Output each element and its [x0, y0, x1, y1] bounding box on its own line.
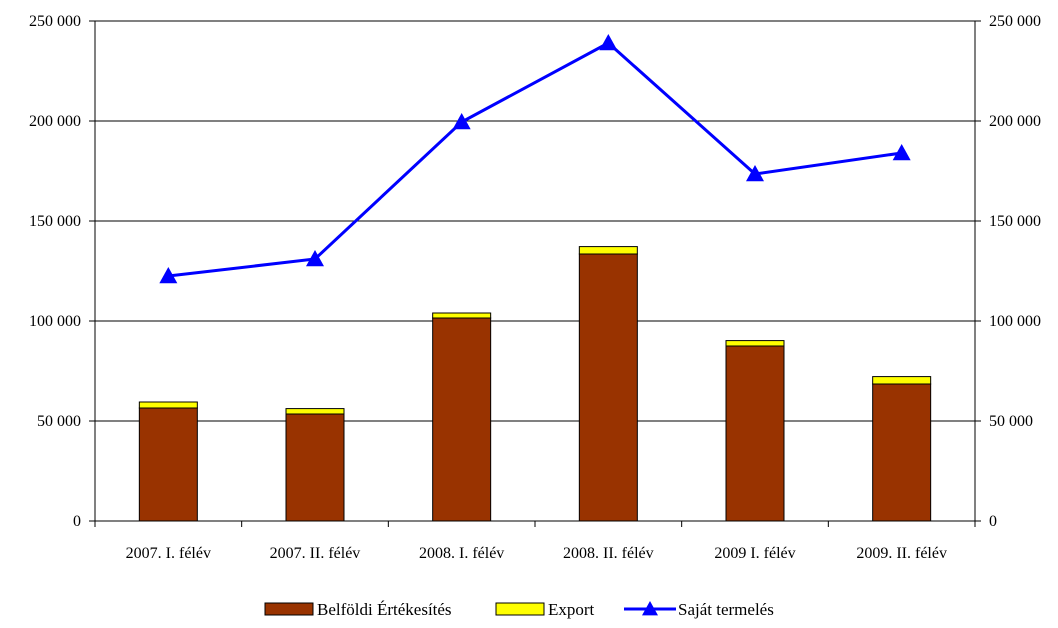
line-own-production	[168, 41, 902, 278]
axes-layer	[89, 20, 981, 527]
line-point-marker	[159, 267, 178, 284]
y-tick-label: 150 000	[29, 213, 81, 230]
bar-export	[138, 401, 198, 409]
x-tick-label: 2007. II. félév	[270, 545, 361, 562]
x-tick-label: 2008. II. félév	[563, 545, 654, 562]
legend-swatch-export	[495, 602, 545, 616]
bar-domestic-sales	[138, 407, 198, 522]
legend-label-own-production: Saját termelés	[678, 600, 774, 619]
bar-domestic-sales	[578, 253, 638, 522]
y2-tick-label: 150 000	[989, 213, 1041, 230]
y-tick-label: 200 000	[29, 113, 81, 130]
line-point-marker	[452, 113, 471, 130]
bar-export	[285, 408, 345, 415]
bar-export	[432, 312, 492, 319]
y2-tick-label: 100 000	[989, 313, 1041, 330]
line-point-marker	[892, 144, 911, 161]
legend-swatch-marker	[642, 601, 658, 616]
y2-tick-label: 200 000	[989, 113, 1041, 130]
y-tick-label: 50 000	[37, 413, 81, 430]
bar-domestic-sales	[432, 317, 492, 522]
line-layer	[159, 34, 911, 284]
y2-tick-label: 50 000	[989, 413, 1033, 430]
x-tick-label: 2007. I. félév	[126, 545, 211, 562]
line-point-marker	[599, 34, 618, 51]
bar-domestic-sales	[725, 345, 785, 522]
legend: Belföldi Értékesítés Export Saját termelés	[264, 600, 774, 619]
y-tick-label: 100 000	[29, 313, 81, 330]
legend-label-export: Export	[548, 600, 595, 619]
legend-swatch-domestic-sales	[264, 602, 314, 616]
labels-layer: 0 0 50 000 50 000 100 000 100 000 150 000 150 0…	[29, 13, 1041, 562]
y2-tick-label: 250 000	[989, 13, 1041, 30]
line-point-marker	[306, 250, 324, 267]
grid-layer	[95, 20, 975, 422]
line-point-marker	[746, 165, 764, 182]
y2-tick-label: 0	[989, 513, 997, 530]
y-tick-label: 0	[73, 513, 81, 530]
x-tick-label: 2009 I. félév	[714, 545, 795, 562]
x-tick-label: 2008. I. félév	[419, 545, 504, 562]
bar-export	[725, 340, 785, 347]
bar-domestic-sales	[872, 383, 932, 522]
bar-domestic-sales	[285, 413, 345, 522]
bar-export	[578, 246, 638, 255]
y-tick-label: 250 000	[29, 13, 81, 30]
bar-export	[872, 376, 932, 385]
legend-label-domestic-sales: Belföldi Értékesítés	[317, 600, 452, 619]
x-tick-label: 2009. II. félév	[856, 545, 947, 562]
bars-layer	[138, 246, 932, 522]
